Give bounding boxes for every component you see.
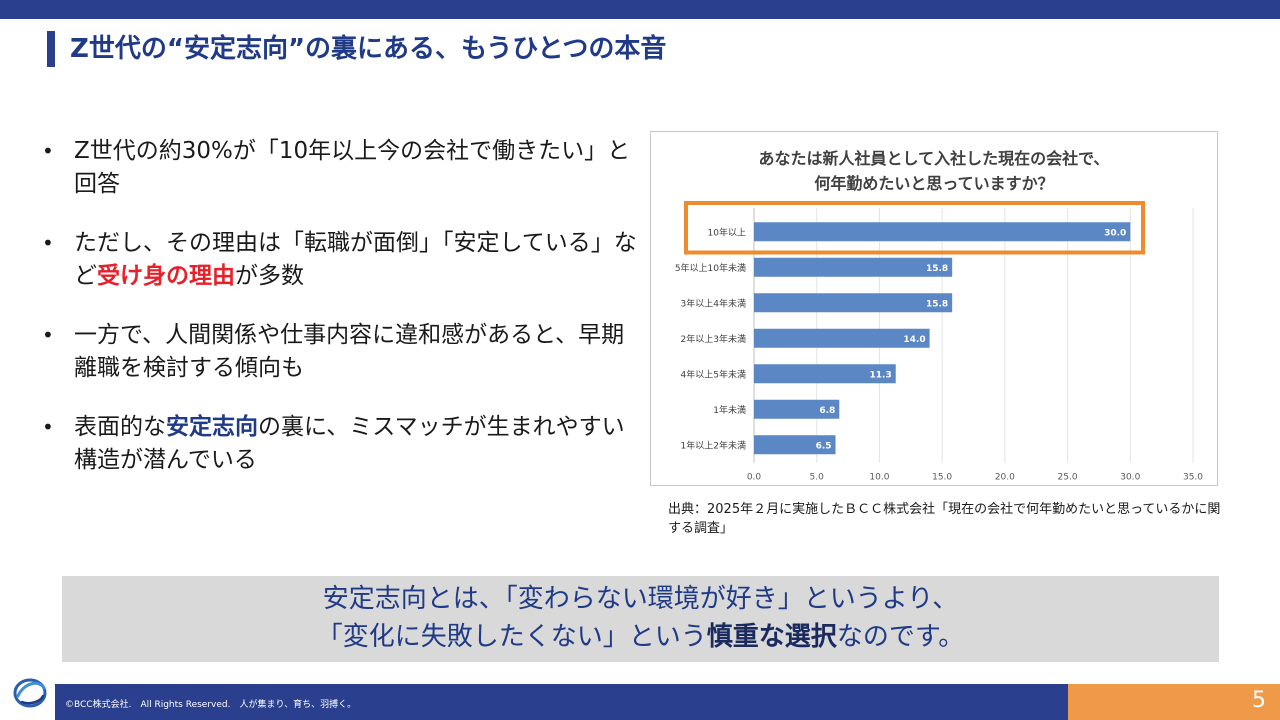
- chart-source-note: 出典：2025年２月に実施したＢＣＣ株式会社「現在の会社で何年勤めたいと思ってい…: [668, 502, 1221, 536]
- bullet-item: 表面的な安定志向の裏に、ミスマッチが生まれやすい構造が潜んでいる: [42, 411, 642, 477]
- x-tick-label: 30.0: [1120, 473, 1140, 483]
- bullet-item: Z世代の約30%が「10年以上今の会社で働きたい」と回答: [42, 135, 642, 201]
- x-tick-label: 25.0: [1058, 473, 1078, 483]
- footer-bar: ©BCC株式会社. All Rights Reserved. 人が集まり、育ち、…: [55, 684, 1068, 720]
- bullet-text: ただし、その理由は「転職が面倒」「安定している」など: [74, 230, 637, 289]
- summary-line-2-pre: 「変化に失敗したくない」という: [316, 622, 707, 652]
- y-category-label: 5年以上10年未満: [675, 262, 746, 274]
- x-tick-label: 10.0: [869, 473, 889, 483]
- bullet-text: が多数: [235, 263, 304, 289]
- survey-bar-chart: あなたは新人社員として入社した現在の会社で、 何年勤めたいと思っていますか？ 0.0…: [650, 131, 1218, 486]
- y-category-label: 10年以上: [708, 226, 746, 238]
- chart-bar: [754, 328, 930, 348]
- y-category-label: 2年以上3年未満: [681, 333, 746, 345]
- x-tick-label: 15.0: [932, 473, 952, 483]
- chart-svg: あなたは新人社員として入社した現在の会社で、何年勤めたいと思っていますか？ 0.0…: [675, 149, 1203, 483]
- bullet-text: の裏に、ミスマッチが生まれやすい構造が潜んでいる: [74, 414, 625, 473]
- chart-bar: [754, 293, 953, 313]
- x-tick-label: 35.0: [1183, 473, 1203, 483]
- bar-value-label: 15.8: [926, 264, 948, 274]
- chart-bar: [754, 399, 840, 419]
- summary-line-2-post: なのです。: [836, 622, 965, 652]
- chart-bar: [754, 257, 953, 277]
- chart-title-line: あなたは新人社員として入社した現在の会社で、: [759, 149, 1110, 168]
- bullet-highlight: 受け身の理由: [97, 263, 235, 289]
- bullet-item: ただし、その理由は「転職が面倒」「安定している」など受け身の理由が多数: [42, 227, 642, 293]
- bar-value-label: 6.5: [816, 441, 832, 451]
- company-logo-icon: [13, 678, 47, 708]
- bullet-text: Z世代の約30%が「10年以上今の会社で働きたい」と回答: [74, 138, 631, 197]
- footer-copyright: ©BCC株式会社. All Rights Reserved. 人が集まり、育ち、…: [65, 700, 357, 710]
- title-accent-bar: [47, 31, 55, 67]
- y-category-label: 1年以上2年未満: [681, 439, 746, 451]
- chart-bar: [754, 364, 896, 384]
- top-banner: [0, 0, 1280, 19]
- chart-title-line: 何年勤めたいと思っていますか？: [814, 174, 1053, 193]
- slide-title: Z世代の“安定志向”の裏にある、もうひとつの本音: [70, 34, 667, 64]
- bullet-highlight: 安定志向: [166, 414, 258, 440]
- y-category-label: 4年以上5年未満: [681, 368, 746, 380]
- x-tick-label: 0.0: [747, 473, 762, 483]
- summary-line-2: 「変化に失敗したくない」という慎重な選択なのです。: [62, 618, 1219, 656]
- bar-value-label: 15.8: [926, 299, 948, 309]
- chart-bar: [754, 222, 1131, 242]
- bar-value-label: 30.0: [1104, 228, 1126, 238]
- summary-box: 安定志向とは、「変わらない環境が好き」というより、 「変化に失敗したくない」とい…: [62, 576, 1219, 662]
- bullet-text: 一方で、人間関係や仕事内容に違和感があると、早期離職を検討する傾向も: [74, 322, 625, 381]
- page-number-box: 5: [1068, 684, 1280, 720]
- page-number: 5: [1252, 688, 1266, 713]
- x-tick-label: 20.0: [995, 473, 1015, 483]
- x-tick-label: 5.0: [810, 473, 825, 483]
- summary-emphasis: 慎重な選択: [706, 622, 837, 652]
- bullet-list: Z世代の約30%が「10年以上今の会社で働きたい」と回答ただし、その理由は「転職…: [42, 135, 642, 503]
- y-category-label: 1年未満: [713, 404, 746, 416]
- bar-value-label: 6.8: [819, 406, 835, 416]
- bullet-text: 表面的な: [74, 414, 166, 440]
- summary-line-1: 安定志向とは、「変わらない環境が好き」というより、: [322, 584, 959, 614]
- chart-bar: [754, 435, 836, 455]
- bullet-item: 一方で、人間関係や仕事内容に違和感があると、早期離職を検討する傾向も: [42, 319, 642, 385]
- y-category-label: 3年以上4年未満: [681, 297, 746, 309]
- bar-value-label: 11.3: [870, 370, 892, 380]
- highlight-frame: [684, 201, 1145, 255]
- bar-value-label: 14.0: [903, 335, 925, 345]
